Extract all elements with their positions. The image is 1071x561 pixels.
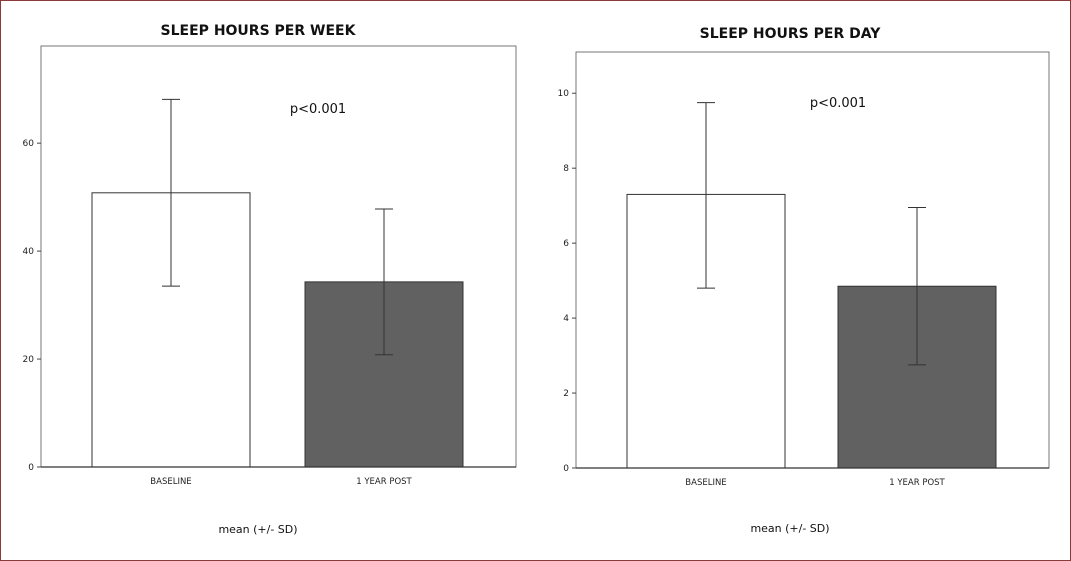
p-value-annotation: p<0.001	[810, 96, 866, 111]
y-tick-label: 2	[563, 389, 569, 399]
x-category-label: BASELINE	[150, 477, 191, 487]
y-tick-label: 20	[23, 355, 35, 365]
y-tick-label: 0	[28, 463, 34, 473]
chart-title: SLEEP HOURS PER DAY	[700, 26, 882, 42]
x-category-label: 1 YEAR POST	[889, 478, 945, 488]
x-category-label: BASELINE	[685, 478, 726, 488]
y-tick-label: 8	[563, 164, 569, 174]
chart-panel-1: SLEEP HOURS PER WEEK 0 20 40 60 BASELINE 1 YEA…	[23, 23, 517, 536]
chart-panel-2: SLEEP HOURS PER DAY 0 2 4 6 8 10 BASELINE 1 YEAR…	[558, 26, 1050, 535]
x-axis-label: mean (+/- SD)	[218, 523, 297, 536]
x-category-label: 1 YEAR POST	[356, 477, 412, 487]
y-tick-label: 60	[23, 139, 35, 149]
y-tick-label: 40	[23, 247, 35, 257]
x-axis-label: mean (+/- SD)	[750, 522, 829, 535]
chart-title: SLEEP HOURS PER WEEK	[161, 23, 357, 39]
y-tick-label: 10	[558, 89, 570, 99]
y-tick-label: 6	[563, 239, 569, 249]
y-tick-label: 4	[563, 314, 569, 324]
y-tick-label: 0	[563, 464, 569, 474]
p-value-annotation: p<0.001	[290, 102, 346, 117]
